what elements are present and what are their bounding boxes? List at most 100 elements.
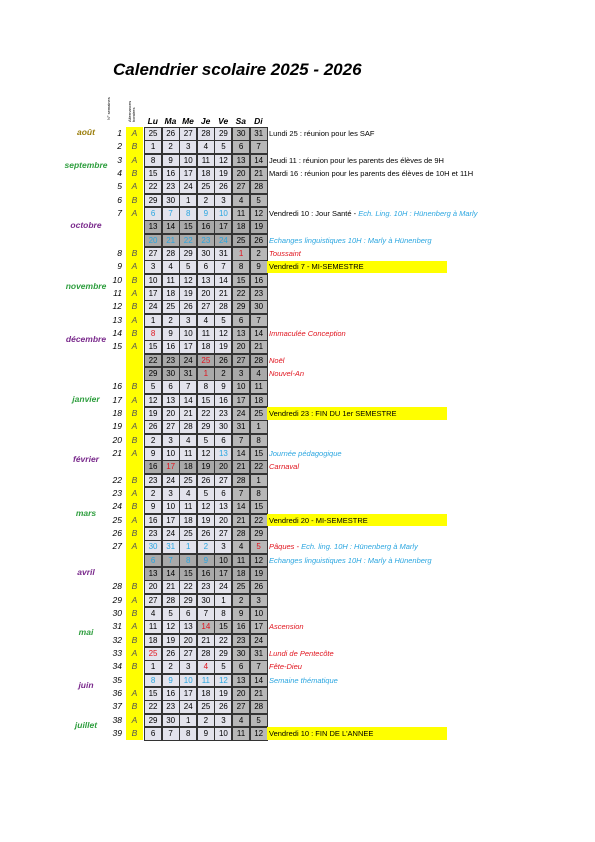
day-cell: 22 xyxy=(179,233,198,248)
day-cell: 30 xyxy=(144,540,163,555)
note: Vendredi 20 - MI-SEMESTRE xyxy=(269,514,368,527)
highlight xyxy=(267,260,447,274)
day-cell: 7 xyxy=(232,433,251,448)
day-cell: 26 xyxy=(161,646,180,661)
month-label: juin xyxy=(78,680,94,690)
note: Vendredi 10 : Jour Santé - Ech. Ling. 10… xyxy=(269,207,477,220)
day-cell: 29 xyxy=(144,193,163,208)
day-cell: 23 xyxy=(144,526,163,541)
day-cell: 7 xyxy=(161,726,180,741)
day-cell: 29 xyxy=(214,646,233,661)
note: Mardi 16 : réunion pour les parents des … xyxy=(269,167,473,180)
day-cell: 11 xyxy=(179,446,198,461)
day-cell: 12 xyxy=(249,726,268,741)
day-cell: 10 xyxy=(179,153,198,168)
alternance: A xyxy=(131,714,138,725)
month-label: août xyxy=(77,127,95,137)
day-cell: 24 xyxy=(179,180,198,195)
day-cell: 20 xyxy=(232,686,251,701)
day-cell: 17 xyxy=(161,460,180,475)
day-cell: 1 xyxy=(232,246,251,261)
day-cell: 20 xyxy=(144,233,163,248)
day-cell: 1 xyxy=(214,593,233,608)
day-cell: 18 xyxy=(179,460,198,475)
day-cell: 18 xyxy=(196,340,215,355)
day-cell: 10 xyxy=(179,673,198,688)
day-cell: 4 xyxy=(232,193,251,208)
day-cell: 27 xyxy=(144,246,163,261)
day-cell: 26 xyxy=(144,420,163,435)
day-cell: 31 xyxy=(232,420,251,435)
day-cell: 6 xyxy=(214,433,233,448)
month-label: mars xyxy=(75,508,97,518)
day-cell: 19 xyxy=(179,286,198,301)
day-cell: 24 xyxy=(249,633,268,648)
day-cell: 21 xyxy=(161,233,180,248)
day-cell: 3 xyxy=(179,140,198,155)
day-cell: 29 xyxy=(179,593,198,608)
week-number: 10 xyxy=(112,274,122,285)
day-cell: 28 xyxy=(249,180,268,195)
day-cell: 3 xyxy=(179,660,198,675)
day-cell: 25 xyxy=(161,300,180,315)
week-number: 36 xyxy=(112,687,122,698)
day-cell: 7 xyxy=(196,606,215,621)
day-cell: 7 xyxy=(232,486,251,501)
note-text: Ech. Ling. 10H : Hünenberg à Marly xyxy=(358,208,478,218)
day-cell: 10 xyxy=(232,380,251,395)
day-cell: 8 xyxy=(249,486,268,501)
day-cell: 7 xyxy=(179,380,198,395)
day-cell: 11 xyxy=(179,500,198,515)
note: Vendredi 10 : FIN DE L'ANNEE xyxy=(269,727,373,740)
day-cell: 8 xyxy=(196,380,215,395)
month-label: avril xyxy=(77,567,95,577)
alternance: A xyxy=(131,594,138,605)
day-cell: 10 xyxy=(249,606,268,621)
day-cell: 14 xyxy=(232,446,251,461)
day-cell: 28 xyxy=(249,700,268,715)
note-text: Vendredi 7 - MI-SEMESTRE xyxy=(269,262,364,272)
day-cell: 10 xyxy=(144,273,163,288)
day-header: Ma xyxy=(164,116,177,126)
day-cell: 14 xyxy=(214,273,233,288)
day-cell: 1 xyxy=(179,713,198,728)
day-cell: 26 xyxy=(196,526,215,541)
day-cell: 27 xyxy=(144,593,163,608)
day-cell: 1 xyxy=(179,540,198,555)
day-cell: 29 xyxy=(144,366,163,381)
alternance: A xyxy=(131,287,138,298)
day-cell: 22 xyxy=(214,633,233,648)
alternance: A xyxy=(131,314,138,325)
week-number: 34 xyxy=(112,661,122,672)
alternance: B xyxy=(131,527,138,538)
day-cell: 23 xyxy=(196,233,215,248)
day-cell: 31 xyxy=(249,127,268,141)
note-text: Toussaint xyxy=(269,248,301,258)
day-cell: 11 xyxy=(249,380,268,395)
day-cell: 11 xyxy=(196,673,215,688)
note-text: Semaine thématique xyxy=(269,675,338,685)
day-cell: 6 xyxy=(196,260,215,275)
note-text: Echanges linguistiques 10H : Marly à Hün… xyxy=(269,555,432,565)
day-cell: 6 xyxy=(144,206,163,221)
day-cell: 3 xyxy=(161,433,180,448)
day-cell: 21 xyxy=(249,166,268,181)
day-cell: 2 xyxy=(196,193,215,208)
day-cell: 26 xyxy=(179,300,198,315)
day-cell: 13 xyxy=(196,273,215,288)
week-number: 31 xyxy=(112,621,122,632)
week-number: 11 xyxy=(113,287,122,298)
note-text: Ech. ling. 10H : Hünenberg à Marly xyxy=(301,542,418,552)
day-cell: 24 xyxy=(179,700,198,715)
day-cell: 10 xyxy=(214,553,233,568)
day-cell: 17 xyxy=(144,286,163,301)
note: Journée pédagogique xyxy=(269,447,342,460)
alternance: B xyxy=(131,194,138,205)
day-cell: 12 xyxy=(249,553,268,568)
day-cell: 9 xyxy=(161,326,180,341)
day-cell: 10 xyxy=(214,726,233,741)
alternance: A xyxy=(131,207,138,218)
alternance: A xyxy=(131,394,138,405)
note-text: Pâques - xyxy=(269,542,302,552)
day-cell: 2 xyxy=(196,540,215,555)
